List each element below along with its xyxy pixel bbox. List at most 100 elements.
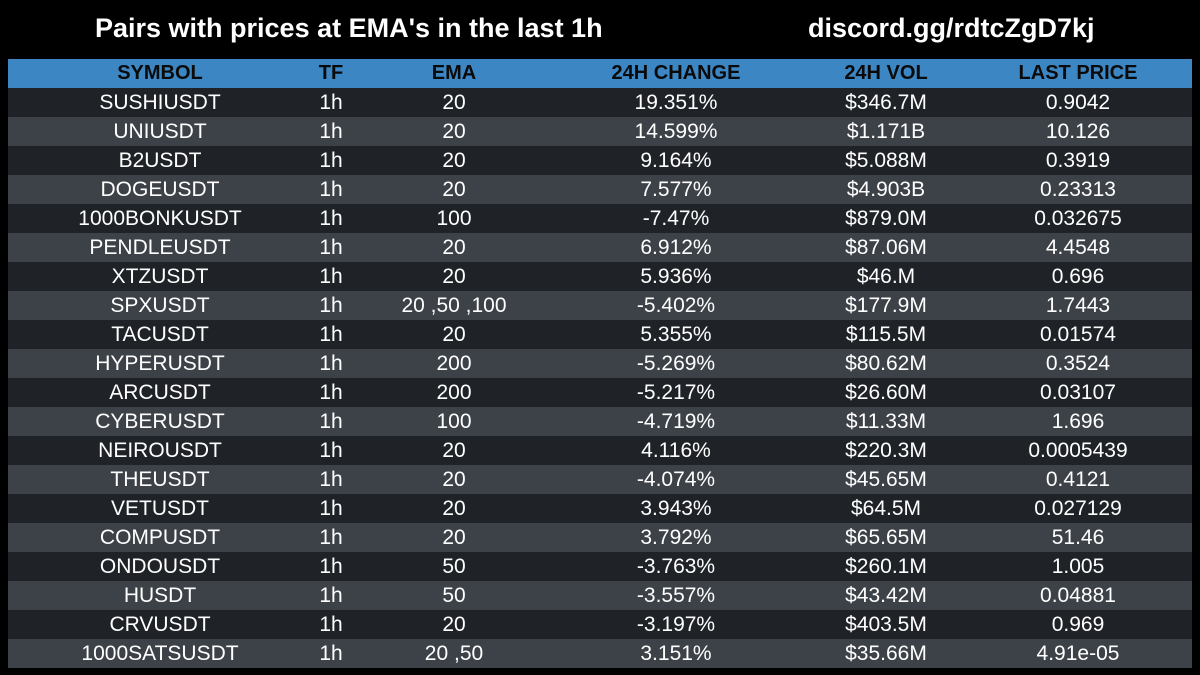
column-header-last-price[interactable]: LAST PRICE xyxy=(1018,62,1138,84)
ema-cell: 50 xyxy=(442,584,466,607)
ema-cell: 20 xyxy=(442,178,466,201)
change-cell: -4.074% xyxy=(636,468,716,491)
table-row[interactable]: HUSDT 1h 50 -3.557% $43.42M 0.04881 xyxy=(8,581,1192,610)
symbol-cell: HYPERUSDT xyxy=(95,352,225,375)
change-cell: 9.164% xyxy=(640,149,712,172)
volume-cell: $4.903B xyxy=(846,178,926,201)
volume-cell: $1.171B xyxy=(846,120,926,143)
tf-cell: 1h xyxy=(319,352,343,375)
column-header-24h-vol[interactable]: 24H VOL xyxy=(844,62,928,84)
ema-cell: 20 xyxy=(442,149,466,172)
table-row[interactable]: CYBERUSDT 1h 100 -4.719% $11.33M 1.696 xyxy=(8,407,1192,436)
volume-cell: $115.5M xyxy=(845,323,927,346)
symbol-cell: UNIUSDT xyxy=(113,120,207,143)
table-row[interactable]: XTZUSDT 1h 20 5.936% $46.M 0.696 xyxy=(8,262,1192,291)
table-row[interactable]: B2USDT 1h 20 9.164% $5.088M 0.3919 xyxy=(8,146,1192,175)
volume-cell: $65.65M xyxy=(845,526,927,549)
symbol-cell: ONDOUSDT xyxy=(99,555,221,578)
ema-cell: 20 xyxy=(442,91,466,114)
ema-cell: 20 xyxy=(442,236,466,259)
table-row[interactable]: 1000BONKUSDT 1h 100 -7.47% $879.0M 0.032675 xyxy=(8,204,1192,233)
volume-cell: $403.5M xyxy=(845,613,927,636)
volume-cell: $879.0M xyxy=(845,207,927,230)
table-row[interactable]: UNIUSDT 1h 20 14.599% $1.171B 10.126 xyxy=(8,117,1192,146)
last-price-cell: 0.696 xyxy=(1051,265,1105,288)
volume-cell: $26.60M xyxy=(845,381,927,404)
last-price-cell: 1.696 xyxy=(1051,410,1105,433)
volume-cell: $87.06M xyxy=(845,236,927,259)
tf-cell: 1h xyxy=(319,381,343,404)
change-cell: 19.351% xyxy=(634,91,718,114)
symbol-cell: DOGEUSDT xyxy=(100,178,220,201)
last-price-cell: 0.032675 xyxy=(1034,207,1122,230)
change-cell: 3.943% xyxy=(640,497,712,520)
tf-cell: 1h xyxy=(319,497,343,520)
table-row[interactable]: ONDOUSDT 1h 50 -3.763% $260.1M 1.005 xyxy=(8,552,1192,581)
tf-cell: 1h xyxy=(319,584,343,607)
volume-cell: $11.33M xyxy=(845,410,927,433)
ema-cell: 20 xyxy=(442,613,466,636)
column-header-symbol[interactable]: SYMBOL xyxy=(117,62,203,84)
change-cell: -4.719% xyxy=(636,410,716,433)
table-row[interactable]: CRVUSDT 1h 20 -3.197% $403.5M 0.969 xyxy=(8,610,1192,639)
page-title: Pairs with prices at EMA's in the last 1… xyxy=(95,13,603,43)
change-cell: -5.269% xyxy=(636,352,716,375)
change-cell: 6.912% xyxy=(640,236,712,259)
table-row[interactable]: SUSHIUSDT 1h 20 19.351% $346.7M 0.9042 xyxy=(8,88,1192,117)
table-row[interactable]: THEUSDT 1h 20 -4.074% $45.65M 0.4121 xyxy=(8,465,1192,494)
table-row[interactable]: TACUSDT 1h 20 5.355% $115.5M 0.01574 xyxy=(8,320,1192,349)
symbol-cell: SPXUSDT xyxy=(110,294,210,317)
tf-cell: 1h xyxy=(319,526,343,549)
table-row[interactable]: DOGEUSDT 1h 20 7.577% $4.903B 0.23313 xyxy=(8,175,1192,204)
ema-cell: 100 xyxy=(436,207,472,230)
volume-cell: $43.42M xyxy=(845,584,927,607)
table-row[interactable]: COMPUSDT 1h 20 3.792% $65.65M 51.46 xyxy=(8,523,1192,552)
ema-cell: 20 ,50 xyxy=(424,642,484,665)
volume-cell: $45.65M xyxy=(845,468,927,491)
symbol-cell: VETUSDT xyxy=(110,497,209,520)
change-cell: 5.355% xyxy=(640,323,712,346)
tf-cell: 1h xyxy=(319,149,343,172)
symbol-cell: HUSDT xyxy=(123,584,197,607)
volume-cell: $260.1M xyxy=(845,555,927,578)
volume-cell: $220.3M xyxy=(845,439,927,462)
table-row[interactable]: 1000SATSUSDT 1h 20 ,50 3.151% $35.66M 4.91e-0… xyxy=(8,639,1192,668)
pairs-table: SYMBOL TF EMA 24H CHANGE 24H VOL LAST PR… xyxy=(8,59,1192,668)
tf-cell: 1h xyxy=(319,178,343,201)
last-price-cell: 0.0005439 xyxy=(1028,439,1128,462)
change-cell: 5.936% xyxy=(640,265,712,288)
change-cell: 3.151% xyxy=(640,642,712,665)
column-header-ema[interactable]: EMA xyxy=(431,62,477,84)
last-price-cell: 51.46 xyxy=(1051,526,1105,549)
last-price-cell: 0.027129 xyxy=(1034,497,1122,520)
change-cell: 7.577% xyxy=(640,178,712,201)
volume-cell: $346.7M xyxy=(845,91,927,114)
volume-cell: $5.088M xyxy=(845,149,927,172)
table-row[interactable]: VETUSDT 1h 20 3.943% $64.5M 0.027129 xyxy=(8,494,1192,523)
tf-cell: 1h xyxy=(319,120,343,143)
change-cell: -5.217% xyxy=(636,381,716,404)
symbol-cell: COMPUSDT xyxy=(99,526,221,549)
volume-cell: $64.5M xyxy=(850,497,922,520)
last-price-cell: 0.01574 xyxy=(1040,323,1116,346)
table-row[interactable]: ARCUSDT 1h 200 -5.217% $26.60M 0.03107 xyxy=(8,378,1192,407)
last-price-cell: 0.03107 xyxy=(1040,381,1116,404)
table-header-row: SYMBOL TF EMA 24H CHANGE 24H VOL LAST PR… xyxy=(8,59,1192,88)
symbol-cell: NEIROUSDT xyxy=(98,439,222,462)
discord-link[interactable]: discord.gg/rdtcZgD7kj xyxy=(808,13,1095,43)
ema-cell: 20 xyxy=(442,439,466,462)
ema-cell: 20 xyxy=(442,120,466,143)
table-row[interactable]: PENDLEUSDT 1h 20 6.912% $87.06M 4.4548 xyxy=(8,233,1192,262)
symbol-cell: CRVUSDT xyxy=(109,613,211,636)
last-price-cell: 0.3524 xyxy=(1045,352,1111,375)
volume-cell: $46.M xyxy=(856,265,916,288)
change-cell: 3.792% xyxy=(640,526,712,549)
column-header-tf[interactable]: TF xyxy=(318,62,344,84)
column-header-24h-change[interactable]: 24H CHANGE xyxy=(611,62,741,84)
table-row[interactable]: NEIROUSDT 1h 20 4.116% $220.3M 0.0005439 xyxy=(8,436,1192,465)
tf-cell: 1h xyxy=(319,439,343,462)
last-price-cell: 0.4121 xyxy=(1045,468,1111,491)
tf-cell: 1h xyxy=(319,410,343,433)
table-row[interactable]: HYPERUSDT 1h 200 -5.269% $80.62M 0.3524 xyxy=(8,349,1192,378)
table-row[interactable]: SPXUSDT 1h 20 ,50 ,100 -5.402% $177.9M 1.7443 xyxy=(8,291,1192,320)
